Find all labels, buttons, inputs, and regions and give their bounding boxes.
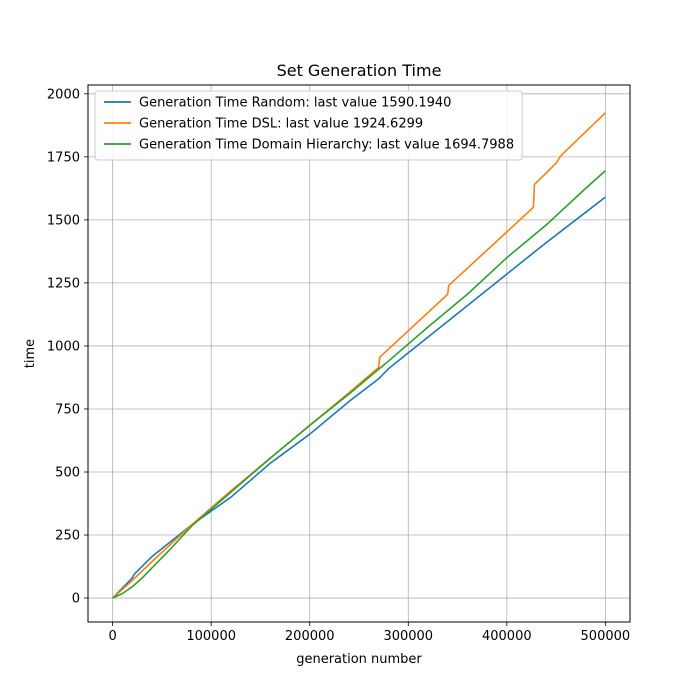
series-line-1 [112,196,606,599]
plot-frame [87,84,631,623]
y-tick-label: 1250 [47,276,80,291]
y-tick-label: 1750 [47,150,80,165]
y-axis-label: time [23,339,38,368]
chart-title: Set Generation Time [277,61,442,80]
y-axis-ticks: 0 250 500 750 1000 1250 1500 1750 2000 [47,87,88,607]
legend-box [94,90,523,161]
x-tick-label: 100000 [186,629,236,644]
y-tick-label: 250 [55,529,80,544]
series-lines [112,112,606,599]
x-tick-label: 0 [108,629,116,644]
y-tick-label: 750 [55,402,80,417]
y-tick-label: 0 [72,592,80,607]
grid [88,85,630,622]
y-tick-label: 1500 [47,213,80,228]
legend-label-3: Generation Time Domain Hierarchy: last v… [139,138,514,153]
series-line-2 [112,112,606,599]
x-axis-ticks: 0 100000 200000 300000 400000 500000 [108,622,630,644]
legend: Generation Time Random: last value 1590.… [94,90,523,161]
y-tick-label: 500 [55,465,80,480]
legend-label-1: Generation Time Random: last value 1590.… [139,96,451,111]
x-axis-label: generation number [296,652,422,667]
x-tick-label: 400000 [482,629,532,644]
x-tick-label: 300000 [383,629,433,644]
series-line-3 [112,170,606,599]
x-tick-label: 500000 [581,629,631,644]
x-tick-label: 200000 [285,629,335,644]
y-tick-label: 1000 [47,339,80,354]
legend-label-2: Generation Time DSL: last value 1924.629… [139,117,423,132]
y-tick-label: 2000 [47,87,80,102]
